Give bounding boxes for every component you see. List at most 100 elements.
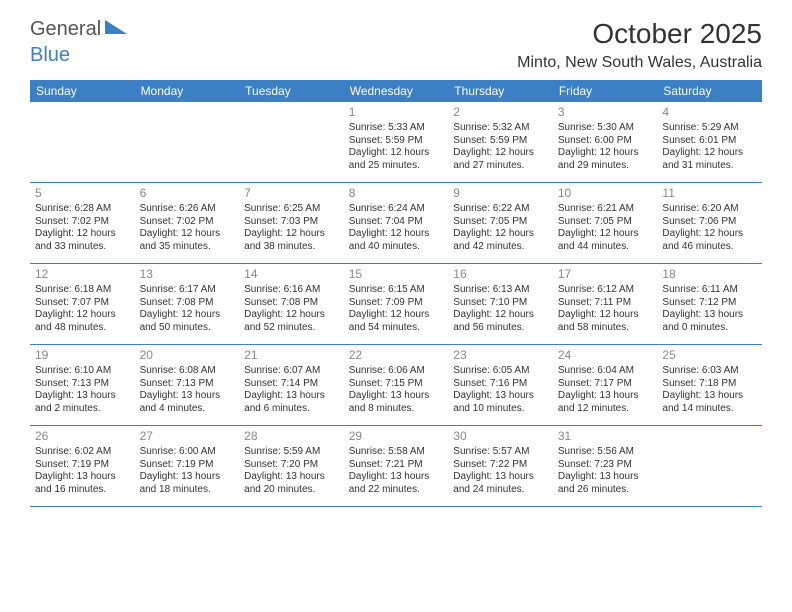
sunrise-text: Sunrise: 6:20 AM [662,203,757,216]
sunset-text: Sunset: 7:10 PM [453,297,548,310]
week-row: 26Sunrise: 6:02 AMSunset: 7:19 PMDayligh… [30,426,762,507]
day-number: 18 [662,267,757,282]
day-number: 21 [244,348,339,363]
day-cell: 8Sunrise: 6:24 AMSunset: 7:04 PMDaylight… [344,183,449,263]
day-cell: 21Sunrise: 6:07 AMSunset: 7:14 PMDayligh… [239,345,344,425]
day-cell: 9Sunrise: 6:22 AMSunset: 7:05 PMDaylight… [448,183,553,263]
sunset-text: Sunset: 7:19 PM [140,459,235,472]
day-cell: 18Sunrise: 6:11 AMSunset: 7:12 PMDayligh… [657,264,762,344]
day-cell: 25Sunrise: 6:03 AMSunset: 7:18 PMDayligh… [657,345,762,425]
dl1-text: Daylight: 12 hours [244,228,339,241]
sunset-text: Sunset: 7:08 PM [140,297,235,310]
day-header: Friday [553,80,658,102]
day-number: 15 [349,267,444,282]
sunrise-text: Sunrise: 5:58 AM [349,446,444,459]
day-cell: 13Sunrise: 6:17 AMSunset: 7:08 PMDayligh… [135,264,240,344]
sunset-text: Sunset: 7:13 PM [140,378,235,391]
dl1-text: Daylight: 12 hours [140,228,235,241]
dl2-text: and 18 minutes. [140,484,235,497]
day-number: 17 [558,267,653,282]
dl1-text: Daylight: 13 hours [140,390,235,403]
location-text: Minto, New South Wales, Australia [517,54,762,72]
dl2-text: and 2 minutes. [35,403,130,416]
dl2-text: and 29 minutes. [558,160,653,173]
dl2-text: and 50 minutes. [140,322,235,335]
dl2-text: and 8 minutes. [349,403,444,416]
day-cell [657,426,762,506]
day-cell: 16Sunrise: 6:13 AMSunset: 7:10 PMDayligh… [448,264,553,344]
day-cell: 4Sunrise: 5:29 AMSunset: 6:01 PMDaylight… [657,102,762,182]
logo: General [30,18,129,41]
dl1-text: Daylight: 13 hours [558,390,653,403]
day-header: Tuesday [239,80,344,102]
day-number: 13 [140,267,235,282]
dl2-text: and 56 minutes. [453,322,548,335]
sunset-text: Sunset: 7:02 PM [140,216,235,229]
day-number: 2 [453,105,548,120]
dl1-text: Daylight: 13 hours [35,390,130,403]
day-cell: 20Sunrise: 6:08 AMSunset: 7:13 PMDayligh… [135,345,240,425]
dl1-text: Daylight: 13 hours [244,390,339,403]
day-number: 24 [558,348,653,363]
dl2-text: and 31 minutes. [662,160,757,173]
day-cell: 15Sunrise: 6:15 AMSunset: 7:09 PMDayligh… [344,264,449,344]
dl1-text: Daylight: 12 hours [349,147,444,160]
day-number: 29 [349,429,444,444]
dl2-text: and 24 minutes. [453,484,548,497]
sunset-text: Sunset: 5:59 PM [453,135,548,148]
day-cell: 5Sunrise: 6:28 AMSunset: 7:02 PMDaylight… [30,183,135,263]
dl1-text: Daylight: 12 hours [453,228,548,241]
day-cell: 28Sunrise: 5:59 AMSunset: 7:20 PMDayligh… [239,426,344,506]
calendar: SundayMondayTuesdayWednesdayThursdayFrid… [30,80,762,507]
sunrise-text: Sunrise: 6:15 AM [349,284,444,297]
dl1-text: Daylight: 12 hours [349,228,444,241]
dl2-text: and 14 minutes. [662,403,757,416]
dl1-text: Daylight: 12 hours [662,228,757,241]
day-number: 16 [453,267,548,282]
day-number: 4 [662,105,757,120]
sunrise-text: Sunrise: 6:08 AM [140,365,235,378]
day-number: 25 [662,348,757,363]
sunset-text: Sunset: 5:59 PM [349,135,444,148]
day-number: 26 [35,429,130,444]
dl2-text: and 12 minutes. [558,403,653,416]
logo-triangle-icon [105,20,127,39]
day-header: Monday [135,80,240,102]
sunset-text: Sunset: 7:18 PM [662,378,757,391]
dl2-text: and 46 minutes. [662,241,757,254]
dl1-text: Daylight: 12 hours [35,228,130,241]
sunrise-text: Sunrise: 5:59 AM [244,446,339,459]
day-number: 22 [349,348,444,363]
day-number: 23 [453,348,548,363]
sunset-text: Sunset: 7:08 PM [244,297,339,310]
dl1-text: Daylight: 12 hours [558,228,653,241]
dl2-text: and 38 minutes. [244,241,339,254]
sunrise-text: Sunrise: 6:06 AM [349,365,444,378]
sunset-text: Sunset: 7:21 PM [349,459,444,472]
dl1-text: Daylight: 13 hours [662,390,757,403]
dl2-text: and 22 minutes. [349,484,444,497]
week-row: 19Sunrise: 6:10 AMSunset: 7:13 PMDayligh… [30,345,762,426]
day-cell: 10Sunrise: 6:21 AMSunset: 7:05 PMDayligh… [553,183,658,263]
day-cell: 17Sunrise: 6:12 AMSunset: 7:11 PMDayligh… [553,264,658,344]
day-number: 3 [558,105,653,120]
day-number: 31 [558,429,653,444]
logo-text-blue: Blue [30,44,70,66]
dl2-text: and 48 minutes. [35,322,130,335]
month-title: October 2025 [517,18,762,50]
dl1-text: Daylight: 13 hours [453,471,548,484]
sunset-text: Sunset: 7:05 PM [558,216,653,229]
sunset-text: Sunset: 7:03 PM [244,216,339,229]
sunrise-text: Sunrise: 6:12 AM [558,284,653,297]
day-number: 8 [349,186,444,201]
dl1-text: Daylight: 12 hours [558,309,653,322]
sunrise-text: Sunrise: 5:30 AM [558,122,653,135]
dl2-text: and 16 minutes. [35,484,130,497]
dl1-text: Daylight: 13 hours [349,390,444,403]
dl2-text: and 42 minutes. [453,241,548,254]
sunrise-text: Sunrise: 5:29 AM [662,122,757,135]
day-cell: 14Sunrise: 6:16 AMSunset: 7:08 PMDayligh… [239,264,344,344]
dl2-text: and 54 minutes. [349,322,444,335]
week-row: 12Sunrise: 6:18 AMSunset: 7:07 PMDayligh… [30,264,762,345]
sunrise-text: Sunrise: 6:16 AM [244,284,339,297]
